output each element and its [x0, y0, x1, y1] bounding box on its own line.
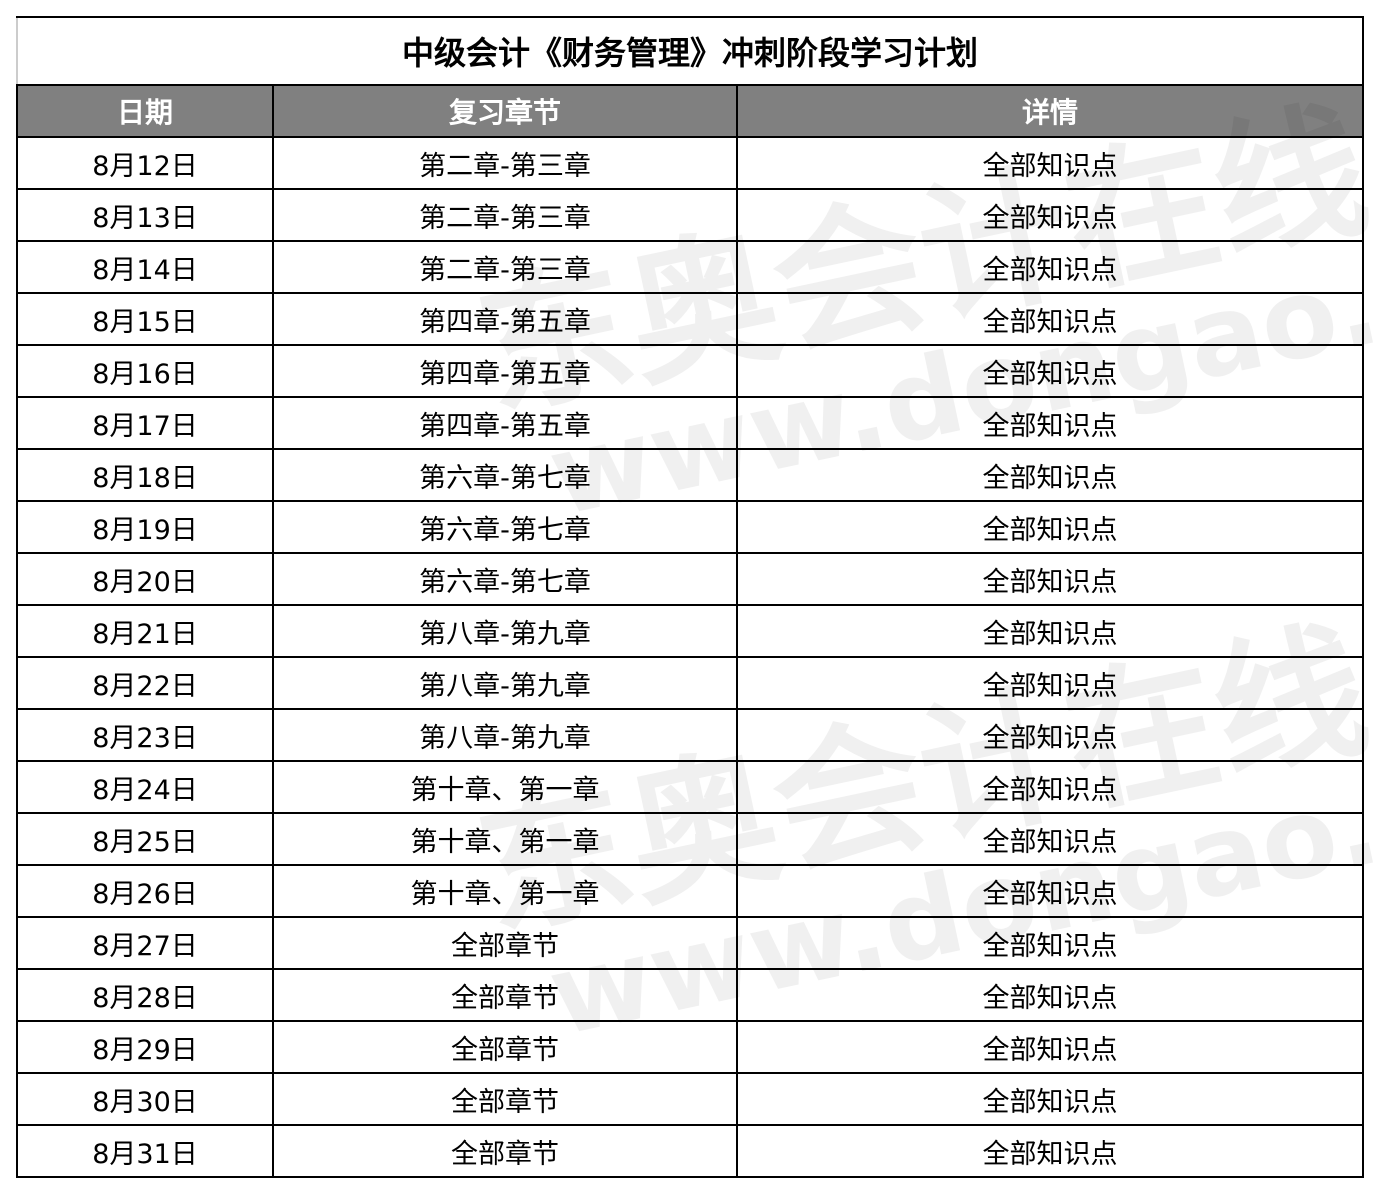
- cell-date: 8月31日: [16, 1124, 274, 1178]
- cell-date: 8月18日: [16, 448, 274, 502]
- cell-details: 全部知识点: [736, 136, 1364, 190]
- table-row: 8月16日 第四章-第五章 全部知识点: [16, 344, 1364, 398]
- cell-chapters: 第八章-第九章: [272, 656, 738, 710]
- cell-chapters: 第十章、第一章: [272, 812, 738, 866]
- table-row: 8月20日 第六章-第七章 全部知识点: [16, 552, 1364, 606]
- cell-date: 8月30日: [16, 1072, 274, 1126]
- cell-date: 8月14日: [16, 240, 274, 294]
- header-row: 日期 复习章节 详情: [16, 84, 1364, 138]
- cell-chapters: 第二章-第三章: [272, 188, 738, 242]
- cell-details: 全部知识点: [736, 916, 1364, 970]
- cell-details: 全部知识点: [736, 864, 1364, 918]
- header-details: 详情: [736, 84, 1364, 138]
- cell-details: 全部知识点: [736, 812, 1364, 866]
- cell-details: 全部知识点: [736, 448, 1364, 502]
- cell-date: 8月17日: [16, 396, 274, 450]
- table-row: 8月14日 第二章-第三章 全部知识点: [16, 240, 1364, 294]
- table-row: 8月18日 第六章-第七章 全部知识点: [16, 448, 1364, 502]
- cell-details: 全部知识点: [736, 1020, 1364, 1074]
- cell-details: 全部知识点: [736, 656, 1364, 710]
- cell-details: 全部知识点: [736, 968, 1364, 1022]
- cell-date: 8月27日: [16, 916, 274, 970]
- cell-date: 8月22日: [16, 656, 274, 710]
- study-plan-table: 中级会计《财务管理》冲刺阶段学习计划 日期 复习章节 详情 8月12日 第二章-第…: [16, 16, 1364, 1178]
- cell-date: 8月26日: [16, 864, 274, 918]
- cell-chapters: 第四章-第五章: [272, 396, 738, 450]
- cell-chapters: 全部章节: [272, 968, 738, 1022]
- table-row: 8月12日 第二章-第三章 全部知识点: [16, 136, 1364, 190]
- cell-chapters: 全部章节: [272, 1020, 738, 1074]
- title-row: 中级会计《财务管理》冲刺阶段学习计划: [16, 16, 1364, 86]
- cell-date: 8月19日: [16, 500, 274, 554]
- table-row: 8月26日 第十章、第一章 全部知识点: [16, 864, 1364, 918]
- cell-chapters: 第六章-第七章: [272, 500, 738, 554]
- cell-chapters: 第八章-第九章: [272, 604, 738, 658]
- header-chapters: 复习章节: [272, 84, 738, 138]
- table-row: 8月24日 第十章、第一章 全部知识点: [16, 760, 1364, 814]
- cell-details: 全部知识点: [736, 552, 1364, 606]
- cell-date: 8月25日: [16, 812, 274, 866]
- cell-date: 8月15日: [16, 292, 274, 346]
- cell-details: 全部知识点: [736, 240, 1364, 294]
- cell-chapters: 第六章-第七章: [272, 448, 738, 502]
- cell-chapters: 第四章-第五章: [272, 292, 738, 346]
- cell-date: 8月29日: [16, 1020, 274, 1074]
- table-row: 8月31日 全部章节 全部知识点: [16, 1124, 1364, 1178]
- cell-date: 8月24日: [16, 760, 274, 814]
- cell-date: 8月13日: [16, 188, 274, 242]
- cell-chapters: 第二章-第三章: [272, 136, 738, 190]
- cell-chapters: 第八章-第九章: [272, 708, 738, 762]
- cell-details: 全部知识点: [736, 396, 1364, 450]
- cell-details: 全部知识点: [736, 344, 1364, 398]
- cell-chapters: 第四章-第五章: [272, 344, 738, 398]
- table-row: 8月29日 全部章节 全部知识点: [16, 1020, 1364, 1074]
- cell-details: 全部知识点: [736, 708, 1364, 762]
- table-row: 8月17日 第四章-第五章 全部知识点: [16, 396, 1364, 450]
- cell-details: 全部知识点: [736, 760, 1364, 814]
- cell-chapters: 第十章、第一章: [272, 864, 738, 918]
- cell-details: 全部知识点: [736, 292, 1364, 346]
- table-row: 8月15日 第四章-第五章 全部知识点: [16, 292, 1364, 346]
- cell-date: 8月23日: [16, 708, 274, 762]
- table-row: 8月28日 全部章节 全部知识点: [16, 968, 1364, 1022]
- cell-chapters: 全部章节: [272, 1124, 738, 1178]
- cell-chapters: 全部章节: [272, 1072, 738, 1126]
- cell-details: 全部知识点: [736, 1072, 1364, 1126]
- cell-details: 全部知识点: [736, 604, 1364, 658]
- cell-details: 全部知识点: [736, 188, 1364, 242]
- table-title: 中级会计《财务管理》冲刺阶段学习计划: [16, 16, 1364, 86]
- table-row: 8月21日 第八章-第九章 全部知识点: [16, 604, 1364, 658]
- cell-date: 8月21日: [16, 604, 274, 658]
- cell-details: 全部知识点: [736, 1124, 1364, 1178]
- cell-date: 8月28日: [16, 968, 274, 1022]
- cell-chapters: 全部章节: [272, 916, 738, 970]
- cell-date: 8月16日: [16, 344, 274, 398]
- table-row: 8月22日 第八章-第九章 全部知识点: [16, 656, 1364, 710]
- table-row: 8月30日 全部章节 全部知识点: [16, 1072, 1364, 1126]
- cell-chapters: 第二章-第三章: [272, 240, 738, 294]
- table-row: 8月23日 第八章-第九章 全部知识点: [16, 708, 1364, 762]
- table-row: 8月13日 第二章-第三章 全部知识点: [16, 188, 1364, 242]
- table-row: 8月27日 全部章节 全部知识点: [16, 916, 1364, 970]
- cell-date: 8月12日: [16, 136, 274, 190]
- cell-date: 8月20日: [16, 552, 274, 606]
- table-row: 8月19日 第六章-第七章 全部知识点: [16, 500, 1364, 554]
- table-row: 8月25日 第十章、第一章 全部知识点: [16, 812, 1364, 866]
- cell-chapters: 第六章-第七章: [272, 552, 738, 606]
- header-date: 日期: [16, 84, 274, 138]
- cell-chapters: 第十章、第一章: [272, 760, 738, 814]
- cell-details: 全部知识点: [736, 500, 1364, 554]
